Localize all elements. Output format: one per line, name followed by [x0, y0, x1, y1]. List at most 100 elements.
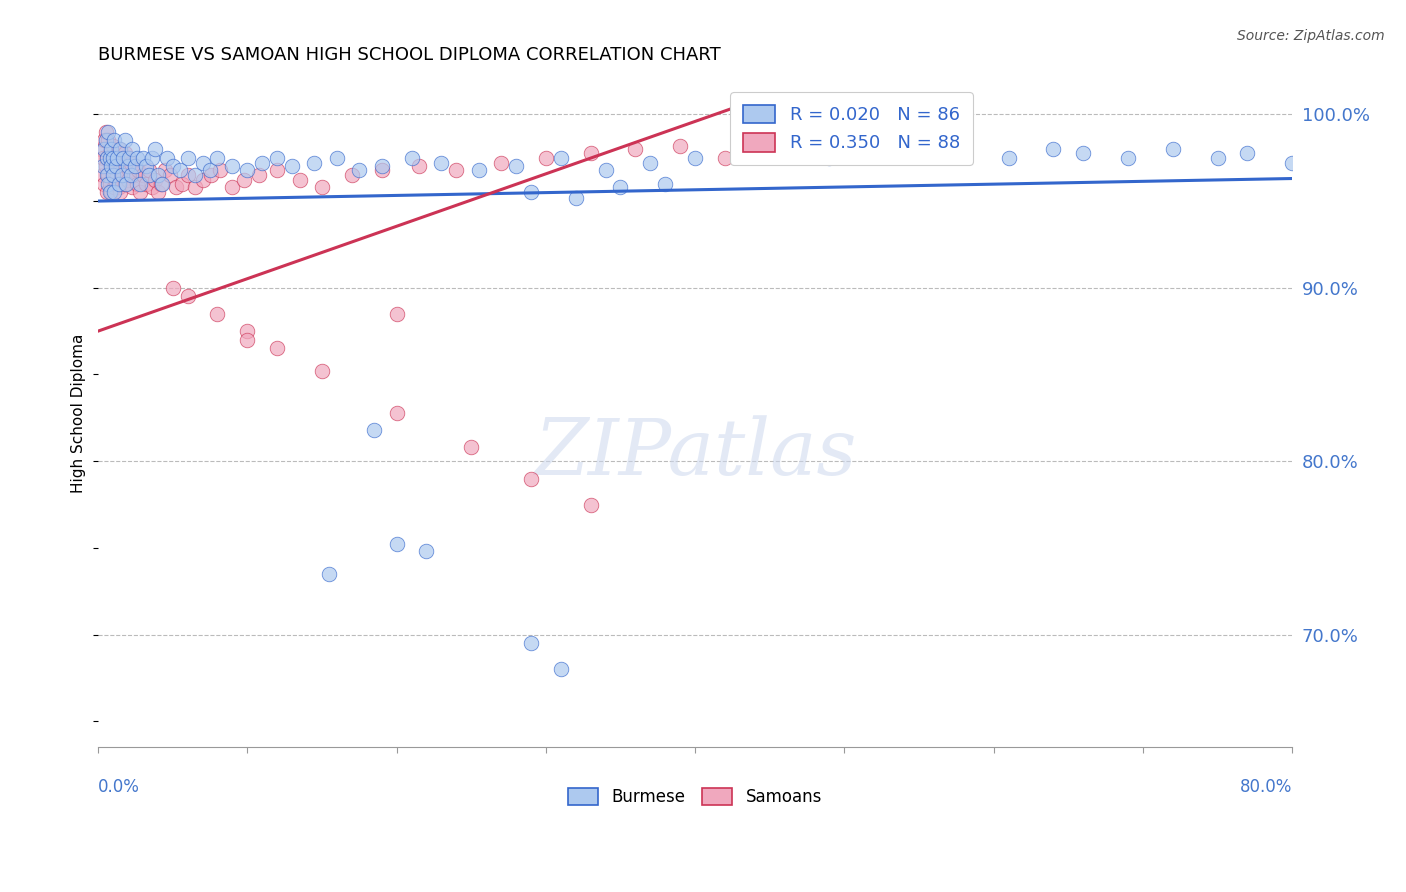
Point: [141, 180, 163, 194]
Point: [114, 177, 136, 191]
Point: [138, 162, 160, 177]
Point: [505, 160, 527, 174]
Point: [467, 162, 489, 177]
Point: [1206, 151, 1229, 165]
Point: [117, 151, 139, 165]
Point: [96, 151, 118, 165]
Point: [401, 151, 423, 165]
Legend: Burmese, Samoans: Burmese, Samoans: [561, 781, 828, 813]
Point: [550, 662, 572, 676]
Point: [93, 142, 115, 156]
Point: [654, 177, 676, 191]
Point: [138, 168, 160, 182]
Point: [247, 168, 270, 182]
Point: [207, 307, 229, 321]
Point: [446, 162, 468, 177]
Point: [326, 151, 349, 165]
Point: [141, 151, 163, 165]
Point: [370, 162, 392, 177]
Point: [489, 156, 512, 170]
Point: [236, 324, 259, 338]
Point: [311, 364, 333, 378]
Point: [125, 151, 148, 165]
Point: [150, 177, 173, 191]
Point: [340, 168, 363, 182]
Point: [143, 173, 166, 187]
Point: [98, 145, 121, 160]
Point: [714, 151, 737, 165]
Point: [94, 160, 117, 174]
Point: [176, 168, 198, 182]
Point: [370, 160, 392, 174]
Point: [143, 142, 166, 156]
Point: [430, 156, 453, 170]
Point: [104, 160, 127, 174]
Point: [564, 191, 586, 205]
Point: [198, 162, 221, 177]
Point: [266, 151, 288, 165]
Point: [683, 151, 706, 165]
Point: [107, 151, 129, 165]
Point: [94, 133, 117, 147]
Point: [103, 151, 125, 165]
Point: [128, 186, 150, 200]
Point: [90, 142, 112, 156]
Text: ZIPatlas: ZIPatlas: [534, 416, 856, 491]
Point: [108, 177, 131, 191]
Point: [100, 186, 122, 200]
Text: 0.0%: 0.0%: [98, 778, 141, 796]
Point: [318, 566, 340, 581]
Point: [191, 173, 214, 187]
Point: [110, 186, 132, 200]
Point: [363, 423, 385, 437]
Point: [520, 636, 543, 650]
Point: [534, 151, 557, 165]
Point: [609, 180, 631, 194]
Point: [107, 168, 129, 182]
Point: [132, 168, 155, 182]
Point: [184, 180, 207, 194]
Point: [207, 151, 229, 165]
Point: [165, 180, 187, 194]
Point: [97, 177, 120, 191]
Point: [408, 160, 430, 174]
Point: [863, 142, 886, 156]
Y-axis label: High School Diploma: High School Diploma: [72, 334, 86, 493]
Point: [169, 162, 191, 177]
Point: [132, 151, 155, 165]
Point: [101, 151, 124, 165]
Point: [117, 160, 139, 174]
Point: [110, 142, 132, 156]
Point: [112, 168, 135, 182]
Point: [200, 168, 222, 182]
Point: [121, 142, 143, 156]
Point: [91, 168, 114, 182]
Point: [98, 177, 121, 191]
Point: [103, 133, 125, 147]
Point: [520, 471, 543, 485]
Point: [100, 160, 122, 174]
Point: [159, 168, 181, 182]
Text: BURMESE VS SAMOAN HIGH SCHOOL DIPLOMA CORRELATION CHART: BURMESE VS SAMOAN HIGH SCHOOL DIPLOMA CO…: [98, 46, 721, 64]
Point: [176, 289, 198, 303]
Point: [96, 151, 118, 165]
Point: [121, 180, 143, 194]
Point: [191, 156, 214, 170]
Point: [110, 162, 132, 177]
Point: [758, 145, 780, 160]
Point: [117, 173, 139, 187]
Point: [103, 180, 125, 194]
Point: [156, 151, 179, 165]
Point: [107, 151, 129, 165]
Point: [104, 160, 127, 174]
Point: [104, 177, 127, 191]
Point: [385, 406, 408, 420]
Point: [236, 162, 259, 177]
Point: [100, 156, 122, 170]
Point: [111, 168, 134, 182]
Point: [304, 156, 326, 170]
Point: [460, 440, 482, 454]
Point: [98, 186, 121, 200]
Point: [579, 498, 602, 512]
Point: [349, 162, 371, 177]
